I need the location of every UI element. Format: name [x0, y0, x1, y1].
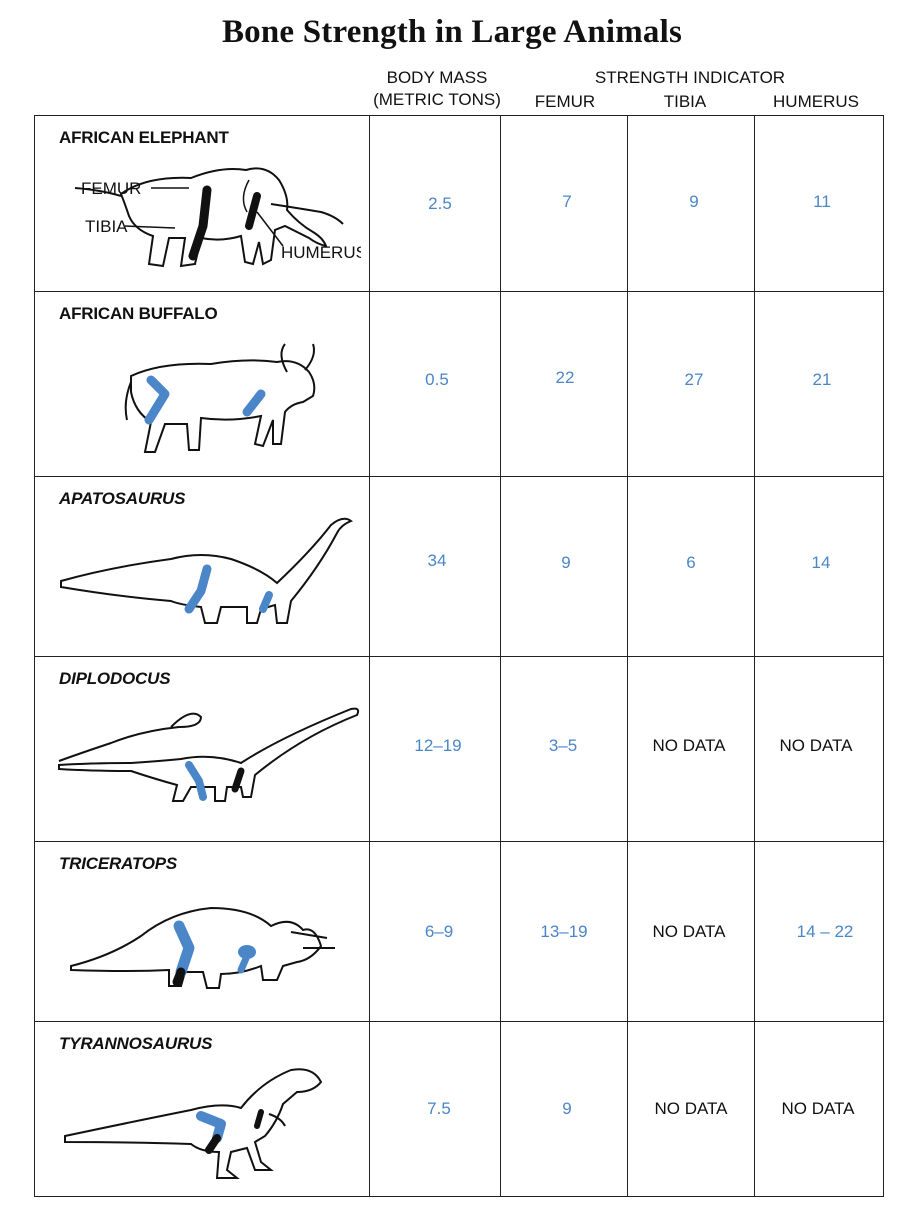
tibia-label: TIBIA	[85, 217, 128, 236]
tibia-value: NO DATA	[654, 1099, 728, 1118]
tyrannosaurus-illustration	[64, 1068, 323, 1179]
tibia-value: 27	[684, 370, 704, 389]
header-humerus: HUMERUS	[773, 92, 859, 111]
tibia-value: 9	[689, 192, 699, 211]
tibia-value: 6	[686, 553, 696, 572]
triceratops-illustration	[70, 906, 335, 989]
body-mass-value: 34	[427, 551, 447, 570]
body-mass-value: 0.5	[425, 370, 449, 389]
diplodocus-illustration	[58, 707, 360, 802]
page-title: Bone Strength in Large Animals	[221, 14, 683, 50]
body-mass-value: 6–9	[424, 922, 454, 941]
header-tibia: TIBIA	[663, 92, 707, 111]
humerus-label: HUMERUS	[281, 243, 361, 262]
table-row: APATOSAURUS 34 9 6 14	[35, 477, 883, 657]
table-row: AFRICAN BUFFALO 0.5 22 27 21	[35, 292, 883, 477]
header-body-mass-line2: (METRIC TONS)	[373, 90, 501, 109]
header-femur: FEMUR	[534, 92, 596, 111]
femur-value: 22	[555, 368, 575, 387]
header-strength-indicator: STRENGTH INDICATOR	[594, 68, 786, 87]
buffalo-illustration	[124, 343, 316, 453]
tibia-value: NO DATA	[652, 736, 726, 755]
table-row: DIPLODOCUS 12–19 3–5 NO DATA NO DATA	[35, 657, 883, 842]
bone-strength-table: AFRICAN ELEPHANT FEMUR TIBIA HUMERUS 2.5…	[34, 115, 884, 1197]
femur-label: FEMUR	[81, 179, 141, 198]
humerus-value: NO DATA	[779, 736, 853, 755]
animal-name: TRICERATOPS	[59, 854, 178, 873]
animal-name: AFRICAN ELEPHANT	[59, 128, 229, 147]
tibia-value: NO DATA	[652, 922, 726, 941]
animal-name: DIPLODOCUS	[59, 669, 171, 688]
humerus-value: 14	[811, 553, 831, 572]
humerus-value: 11	[813, 192, 831, 211]
humerus-value: 21	[812, 370, 832, 389]
body-mass-value: 2.5	[428, 194, 452, 213]
table-row: AFRICAN ELEPHANT FEMUR TIBIA HUMERUS 2.5…	[35, 116, 883, 292]
table-row: TYRANNOSAURUS 7.5 9 NO DATA NO DATA	[35, 1022, 883, 1198]
humerus-value: 14 – 22	[796, 922, 854, 941]
body-mass-value: 12–19	[414, 736, 462, 755]
body-mass-value: 7.5	[427, 1099, 451, 1118]
femur-value: 9	[561, 553, 571, 572]
animal-name: TYRANNOSAURUS	[59, 1034, 213, 1053]
table-row: TRICERATOPS 6–9 13–19 NO DATA 14 – 22	[35, 842, 883, 1022]
header-body-mass-line1: BODY MASS	[386, 68, 488, 87]
header-body-mass: BODY MASS (METRIC TONS)	[352, 67, 522, 111]
animal-name: AFRICAN BUFFALO	[59, 304, 218, 323]
femur-value: 9	[562, 1099, 572, 1118]
animal-name: APATOSAURUS	[59, 489, 186, 508]
apatosaurus-illustration	[60, 517, 354, 624]
femur-value: 3–5	[548, 736, 578, 755]
femur-value: 13–19	[540, 922, 588, 941]
femur-value: 7	[562, 192, 572, 211]
humerus-value: NO DATA	[781, 1099, 855, 1118]
elephant-illustration: FEMUR TIBIA HUMERUS	[74, 167, 361, 268]
